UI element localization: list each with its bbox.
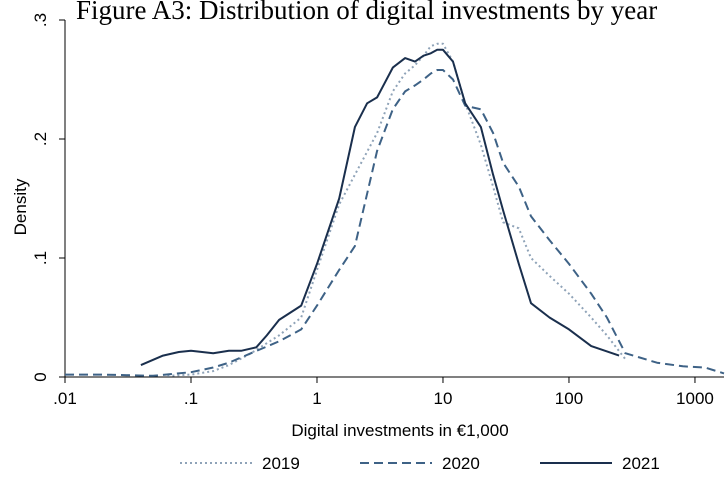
y-tick-label-3: .3 (31, 13, 50, 27)
x-axis-label: Digital investments in €1,000 (291, 421, 508, 440)
plot-axes: .01 .1 1 10 100 1000 0 .1 .2 .3 (31, 13, 724, 408)
chart-title: Figure A3: Distribution of digital inves… (76, 0, 657, 25)
series-line-2020 (65, 69, 725, 377)
legend-label-2019: 2019 (262, 454, 300, 473)
series-line-2019 (167, 42, 627, 377)
x-tick-label-5: 1000 (676, 389, 714, 408)
y-tick-label-1: .1 (31, 251, 50, 265)
y-tick-label-0: 0 (31, 372, 50, 381)
x-tick-label-1: .1 (184, 389, 198, 408)
x-tick-label-2: 1 (312, 389, 321, 408)
x-tick-label-3: 10 (434, 389, 453, 408)
y-axis-label: Density (11, 178, 30, 235)
series-line-2021 (140, 48, 620, 367)
y-tick-label-2: .2 (31, 132, 50, 146)
x-tick-label-0: .01 (53, 389, 77, 408)
legend-label-2020: 2020 (442, 454, 480, 473)
plot-lines (65, 42, 725, 377)
legend-label-2021: 2021 (622, 454, 660, 473)
legend: 2019 2020 2021 (180, 454, 660, 473)
x-tick-label-4: 100 (555, 389, 583, 408)
